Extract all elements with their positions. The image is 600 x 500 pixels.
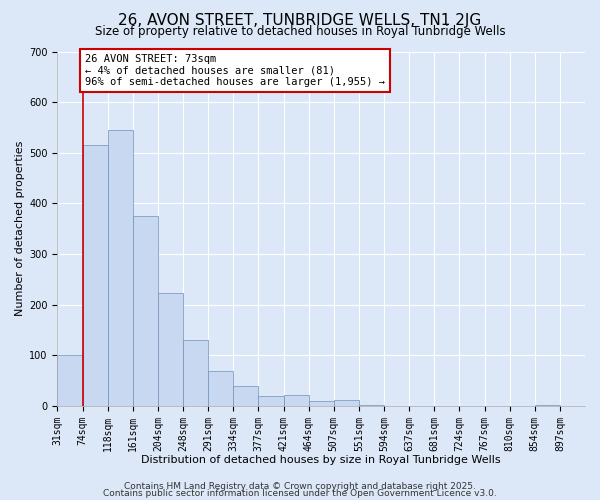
Bar — [259, 396, 284, 406]
Text: Size of property relative to detached houses in Royal Tunbridge Wells: Size of property relative to detached ho… — [95, 25, 505, 38]
Bar — [208, 372, 233, 406]
Text: Contains public sector information licensed under the Open Government Licence v3: Contains public sector information licen… — [103, 489, 497, 498]
Bar — [107, 130, 133, 406]
Text: 26, AVON STREET, TUNBRIDGE WELLS, TN1 2JG: 26, AVON STREET, TUNBRIDGE WELLS, TN1 2J… — [118, 12, 482, 28]
Bar — [334, 400, 359, 406]
Bar — [308, 401, 334, 406]
Bar — [359, 405, 384, 406]
Text: 26 AVON STREET: 73sqm
← 4% of detached houses are smaller (81)
96% of semi-detac: 26 AVON STREET: 73sqm ← 4% of detached h… — [85, 54, 385, 87]
Bar — [233, 386, 259, 406]
Bar — [183, 340, 208, 406]
Bar — [535, 405, 560, 406]
Y-axis label: Number of detached properties: Number of detached properties — [15, 141, 25, 316]
Bar — [133, 216, 158, 406]
Bar — [83, 145, 107, 406]
Bar — [58, 355, 83, 406]
Bar — [284, 394, 308, 406]
Bar — [158, 294, 183, 406]
X-axis label: Distribution of detached houses by size in Royal Tunbridge Wells: Distribution of detached houses by size … — [142, 455, 501, 465]
Text: Contains HM Land Registry data © Crown copyright and database right 2025.: Contains HM Land Registry data © Crown c… — [124, 482, 476, 491]
